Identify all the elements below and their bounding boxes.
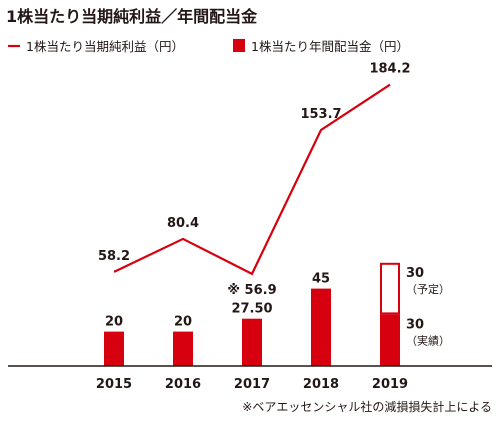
- eps-label-2017: ※ 56.9: [227, 283, 276, 298]
- dividend-note-2019-actual: （実績）: [406, 333, 450, 347]
- dividend-bar-2019-planned: [380, 262, 400, 315]
- dividend-label-2015: 20: [105, 315, 123, 330]
- dividend-bar-2018: [311, 288, 331, 366]
- dividend-label-2018: 45: [312, 272, 330, 287]
- dividend-bar-2019-actual: [380, 314, 400, 366]
- x-tick-2015: 2015: [96, 377, 132, 392]
- x-tick-2016: 2016: [165, 377, 201, 392]
- x-tick-2017: 2017: [234, 377, 270, 392]
- eps-label-2016: 80.4: [167, 216, 199, 231]
- dividend-label-2017: 27.50: [231, 302, 272, 317]
- legend: 1株当たり当期純利益（円） 1株当たり年間配当金（円）: [8, 39, 409, 54]
- eps-label-2015: 58.2: [98, 249, 130, 264]
- chart-title: 1株当たり当期純利益／年間配当金: [6, 7, 258, 26]
- legend-bar-swatch: [233, 39, 245, 52]
- legend-label-eps: 1株当たり当期純利益（円）: [26, 39, 184, 54]
- line-layer: [113, 83, 391, 276]
- dividend-bar-2017: [242, 318, 262, 366]
- x-tick-2019: 2019: [372, 377, 408, 392]
- dividend-label-2016: 20: [174, 315, 192, 330]
- eps-label-2019: 184.2: [369, 62, 410, 77]
- bars-layer: [104, 262, 400, 366]
- x-tick-2018: 2018: [303, 377, 339, 392]
- eps-label-2018: 153.7: [300, 107, 341, 122]
- dividend-note-2019-planned: （予定）: [406, 282, 450, 296]
- dividend-bar-2016: [173, 331, 193, 366]
- legend-label-dividend: 1株当たり年間配当金（円）: [251, 39, 409, 54]
- dividend-label-2019-planned: 30: [406, 266, 424, 281]
- dividend-bar-2015: [104, 331, 124, 366]
- footnote: ※ベアエッセンシャル社の減損損失計上による: [242, 399, 492, 414]
- dividend-label-2019-actual: 30: [406, 317, 424, 332]
- eps-line: [113, 83, 391, 276]
- x-axis: 2015 2016 2017 2018 2019: [8, 365, 492, 392]
